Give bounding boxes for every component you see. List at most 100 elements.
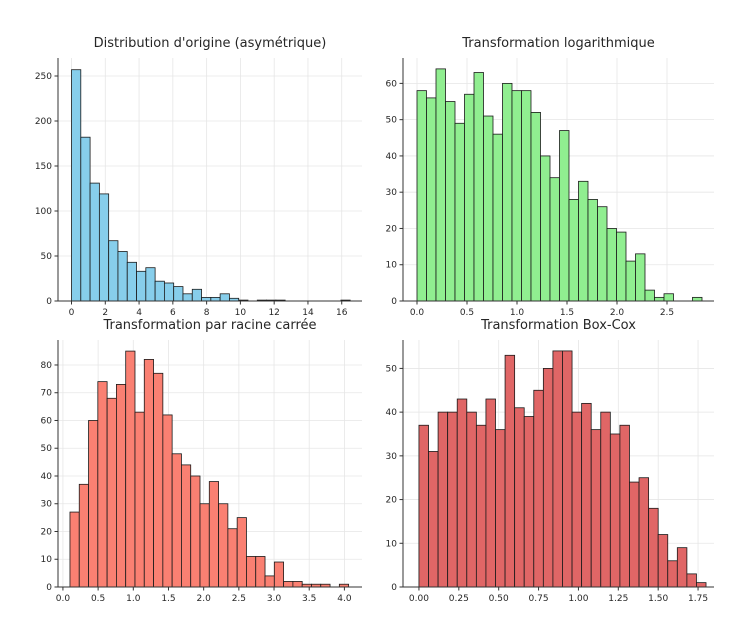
sqrt-bar-9	[153, 372, 164, 588]
log-bar-11	[521, 90, 532, 302]
original-bar-12	[182, 293, 193, 302]
log-bar-1	[426, 97, 437, 302]
original-xtick-label-3: 6	[170, 308, 176, 318]
boxcox-xtick-label-2: 0.50	[489, 594, 509, 604]
original-xtick-label-0: 0	[69, 308, 75, 318]
log-ytick-label-6: 60	[386, 79, 398, 89]
log-ytick-label-5: 50	[386, 116, 398, 126]
panel-boxcox: 0.00 0.25 0.50 0.75 1.00 1.25 1.50 1.75 0 10 20 30 4…	[386, 318, 714, 604]
sqrt-bar-17	[227, 528, 238, 588]
original-bar-13	[191, 288, 202, 302]
sqrt-ytick-label-2: 20	[41, 527, 53, 537]
original-bar-2	[89, 182, 100, 302]
log-xtick-label-1: 0.5	[460, 308, 474, 318]
boxcox-bar-3	[447, 411, 458, 588]
sqrt-bar-22	[273, 561, 285, 588]
boxcox-bar-21	[619, 424, 630, 588]
sqrt-bar-4	[106, 397, 117, 588]
original-xtick-label-7: 14	[302, 308, 314, 318]
boxcox-bar-13	[542, 368, 554, 588]
log-xtick-label-0: 0.0	[410, 308, 425, 318]
original-bar-15	[210, 296, 221, 302]
boxcox-bar-27	[676, 547, 688, 588]
log-bar-4	[454, 122, 465, 302]
original-bar-10	[163, 282, 175, 302]
boxcox-xtick-label-0: 0.00	[409, 594, 429, 604]
sqrt-bar-18	[236, 517, 247, 588]
log-xtick-label-2: 1.0	[510, 308, 525, 318]
sqrt-bar-13	[190, 475, 201, 588]
boxcox-bar-1	[428, 451, 439, 588]
log-bar-8	[492, 133, 503, 302]
boxcox-ytick-label-5: 50	[386, 364, 398, 374]
original-xtick-label-5: 10	[235, 308, 247, 318]
sqrt-ytick-label-5: 50	[41, 444, 53, 454]
log-bar-15	[559, 130, 570, 302]
log-bar-0	[416, 90, 427, 302]
sqrt-bar-15	[208, 481, 219, 588]
sqrt-bar-20	[255, 556, 266, 588]
log-xtick-label-3: 1.5	[560, 308, 574, 318]
log-bar-14	[549, 177, 560, 302]
boxcox-bar-7	[485, 398, 496, 588]
boxcox-bar-9	[504, 354, 516, 588]
original-bar-6	[126, 261, 137, 302]
boxcox-bar-2	[437, 411, 449, 588]
log-bar-6	[473, 72, 484, 302]
original-bar-3	[98, 193, 110, 302]
log-bar-21	[616, 231, 627, 302]
sqrt-bar-3	[97, 381, 108, 588]
sqrt-ytick-label-1: 10	[41, 555, 53, 565]
log-xtick-label-4: 2.0	[610, 308, 625, 318]
sqrt-bar-2	[88, 420, 99, 588]
sqrt-bar-23	[283, 581, 294, 588]
boxcox-bar-8	[495, 429, 506, 588]
boxcox-bar-14	[552, 350, 563, 588]
boxcox-ytick-label-3: 30	[386, 452, 398, 462]
sqrt-xtick-label-3: 1.5	[161, 594, 175, 604]
original-bar-4	[108, 240, 119, 302]
sqrt-bar-24	[292, 581, 303, 588]
original-xtick-label-2: 4	[136, 308, 142, 318]
boxcox-bar-18	[590, 429, 602, 588]
sqrt-bar-21	[264, 575, 275, 588]
sqrt-bar-14	[199, 503, 210, 588]
boxcox-bar-24	[648, 507, 659, 588]
log-bar-26	[663, 293, 674, 302]
boxcox-ytick-label-0: 0	[391, 583, 397, 593]
log-ytick-label-2: 20	[386, 224, 398, 234]
original-ytick-label-4: 200	[35, 117, 52, 127]
boxcox-bar-12	[533, 389, 544, 588]
original-xtick-label-1: 2	[102, 308, 108, 318]
boxcox-bar-10	[514, 407, 525, 588]
boxcox-bar-6	[475, 424, 487, 588]
boxcox-xtick-label-7: 1.75	[688, 594, 708, 604]
boxcox-ytick-label-1: 10	[386, 539, 398, 549]
sqrt-xtick-label-8: 4.0	[337, 594, 352, 604]
boxcox-bar-17	[581, 402, 592, 588]
log-bar-7	[483, 115, 494, 302]
boxcox-xtick-label-6: 1.50	[648, 594, 668, 604]
log-bar-9	[502, 82, 513, 302]
sqrt-bar-5	[116, 384, 127, 588]
original-bar-8	[145, 267, 156, 302]
sqrt-bar-6	[125, 350, 136, 588]
log-ytick-label-0: 0	[391, 297, 397, 307]
sqrt-xtick-label-4: 2.0	[197, 594, 212, 604]
boxcox-bar-15	[562, 350, 573, 588]
boxcox-bar-22	[629, 481, 640, 588]
boxcox-bar-11	[523, 416, 535, 588]
boxcox-bar-19	[600, 411, 611, 588]
boxcox-xtick-label-3: 0.75	[529, 594, 549, 604]
boxcox-title: Transformation Box-Cox	[480, 318, 636, 333]
original-ytick-label-1: 50	[41, 252, 53, 262]
original-bar-14	[201, 296, 212, 302]
boxcox-bar-26	[667, 560, 678, 588]
boxcox-bar-4	[456, 398, 468, 588]
sqrt-bar-10	[162, 414, 173, 588]
sqrt-bar-11	[171, 453, 182, 588]
sqrt-xtick-label-0: 0.0	[56, 594, 71, 604]
boxcox-bar-0	[418, 424, 429, 588]
original-bar-7	[136, 270, 147, 302]
